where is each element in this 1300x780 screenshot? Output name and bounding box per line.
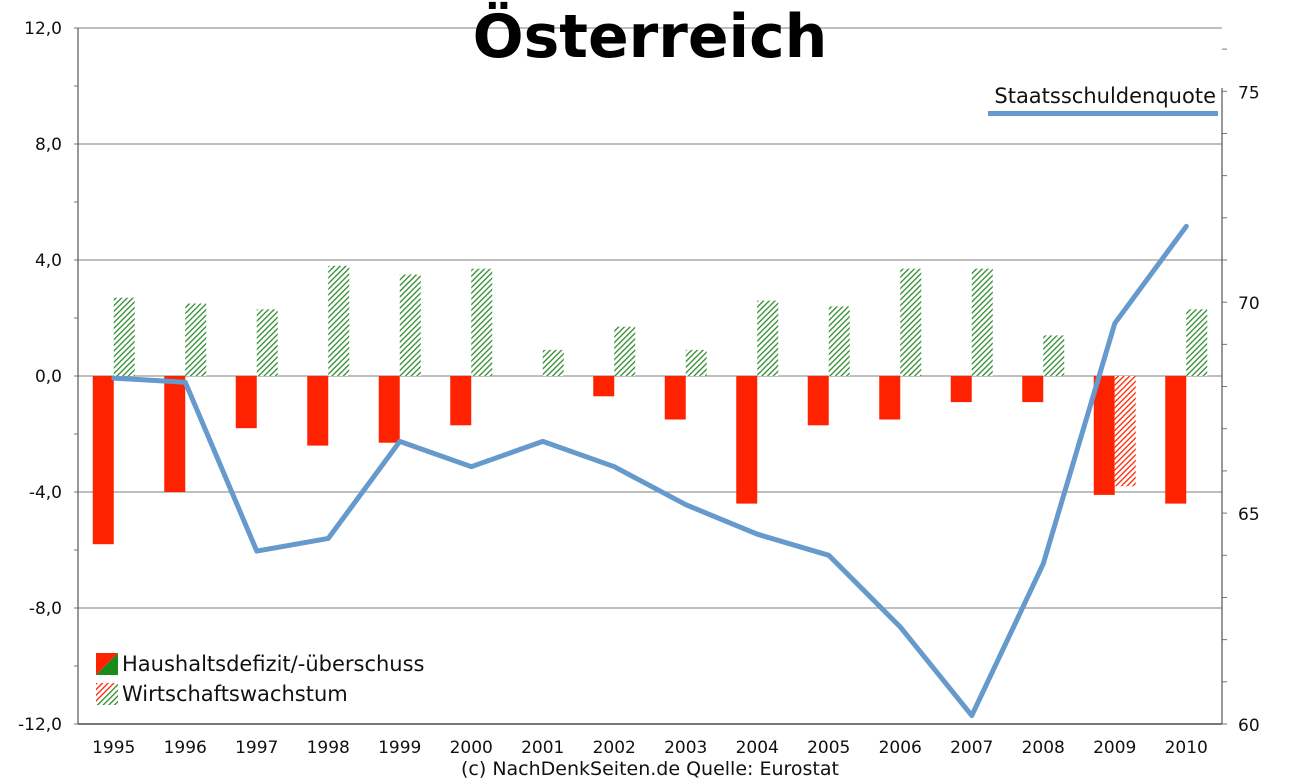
growth-bar xyxy=(614,326,636,376)
x-axis-tick-label: 2005 xyxy=(807,738,850,758)
growth-bar xyxy=(328,265,350,376)
x-axis-tick-label: 1995 xyxy=(92,738,135,758)
x-axis-tick-label: 1996 xyxy=(164,738,207,758)
x-axis-tick-label: 2001 xyxy=(521,738,564,758)
x-axis-tick-label: 1999 xyxy=(378,738,421,758)
growth-bar xyxy=(113,297,135,376)
growth-bar xyxy=(1186,309,1208,376)
left-axis-tick-label: 0,0 xyxy=(35,367,62,387)
deficit-bar xyxy=(593,376,615,397)
right-axis-ticks: 75 70 65 60 xyxy=(1222,48,1260,736)
growth-bar xyxy=(971,268,993,376)
deficit-bar xyxy=(307,376,329,446)
right-axis-tick-label: 75 xyxy=(1238,83,1260,103)
deficit-bar xyxy=(450,376,472,426)
left-axis-tick-label: 12,0 xyxy=(24,19,62,39)
legend-debt-label: Staatsschuldenquote xyxy=(994,84,1216,108)
growth-bar xyxy=(828,306,850,376)
deficit-bar xyxy=(1022,376,1044,403)
left-axis-tick-label: -12,0 xyxy=(18,715,62,735)
left-axis-tick-label: -4,0 xyxy=(29,483,62,503)
left-axis-ticks: 12,0 8,0 4,0 0,0 -4,0 -8,0 -12,0 xyxy=(18,19,78,735)
x-axis-tick-label: 2010 xyxy=(1165,738,1208,758)
x-axis-tick-label: 2006 xyxy=(879,738,922,758)
deficit-bar xyxy=(1093,376,1115,495)
legend-item-growth: Wirtschaftswachstum xyxy=(96,682,348,706)
deficit-bar xyxy=(807,376,829,426)
debt-series-line xyxy=(111,223,1189,719)
deficit-bar xyxy=(664,376,686,420)
source-note: (c) NachDenkSeiten.de Quelle: Eurostat xyxy=(461,758,839,780)
growth-bar xyxy=(685,349,707,376)
legend-growth-swatch xyxy=(96,683,118,705)
growth-bar xyxy=(471,268,493,376)
x-axis-tick-label: 2007 xyxy=(950,738,993,758)
growth-bar xyxy=(900,268,922,376)
growth-bar xyxy=(256,309,278,376)
x-axis-tick-label: 2004 xyxy=(736,738,779,758)
growth-bar xyxy=(757,300,779,376)
bars xyxy=(92,265,1208,545)
right-axis-tick-label: 60 xyxy=(1238,716,1260,736)
growth-bar xyxy=(1043,335,1065,376)
x-axis-ticks: 1995 1996 1997 1998 1999 2000 2001 2002 2003 2004… xyxy=(92,738,1208,758)
legend-growth-label: Wirtschaftswachstum xyxy=(122,682,348,706)
deficit-bar xyxy=(879,376,901,420)
left-axis-tick-label: -8,0 xyxy=(29,599,62,619)
left-axis-tick-label: 8,0 xyxy=(35,135,62,155)
deficit-bar xyxy=(164,376,186,492)
debt-line xyxy=(111,223,1189,719)
deficit-bar xyxy=(736,376,758,504)
x-axis-tick-label: 1997 xyxy=(235,738,278,758)
axes xyxy=(77,28,1223,725)
growth-bar xyxy=(542,349,564,376)
growth-bar xyxy=(1114,376,1136,487)
growth-bar xyxy=(185,303,207,376)
deficit-bar xyxy=(235,376,257,429)
legend-item-deficit: Haushaltsdefizit/-überschuss xyxy=(96,652,425,676)
deficit-bar xyxy=(1165,376,1187,504)
x-axis-tick-label: 2003 xyxy=(664,738,707,758)
legend-debt-line-swatch xyxy=(988,111,1218,116)
deficit-bar xyxy=(378,376,400,443)
right-axis-tick-label: 65 xyxy=(1238,505,1260,525)
x-axis-tick-label: 2000 xyxy=(450,738,493,758)
x-axis-tick-label: 1998 xyxy=(307,738,350,758)
deficit-bar xyxy=(950,376,972,403)
legend-deficit-label: Haushaltsdefizit/-überschuss xyxy=(122,652,425,676)
growth-bar xyxy=(399,274,421,376)
deficit-bar xyxy=(92,376,114,545)
chart-title: Österreich xyxy=(472,2,828,72)
x-axis-tick-label: 2008 xyxy=(1022,738,1065,758)
x-axis-tick-label: 2002 xyxy=(593,738,636,758)
right-axis-tick-label: 70 xyxy=(1238,294,1260,314)
left-axis-tick-label: 4,0 xyxy=(35,251,62,271)
legend-deficit-swatch xyxy=(96,653,118,675)
x-axis-tick-label: 2009 xyxy=(1093,738,1136,758)
